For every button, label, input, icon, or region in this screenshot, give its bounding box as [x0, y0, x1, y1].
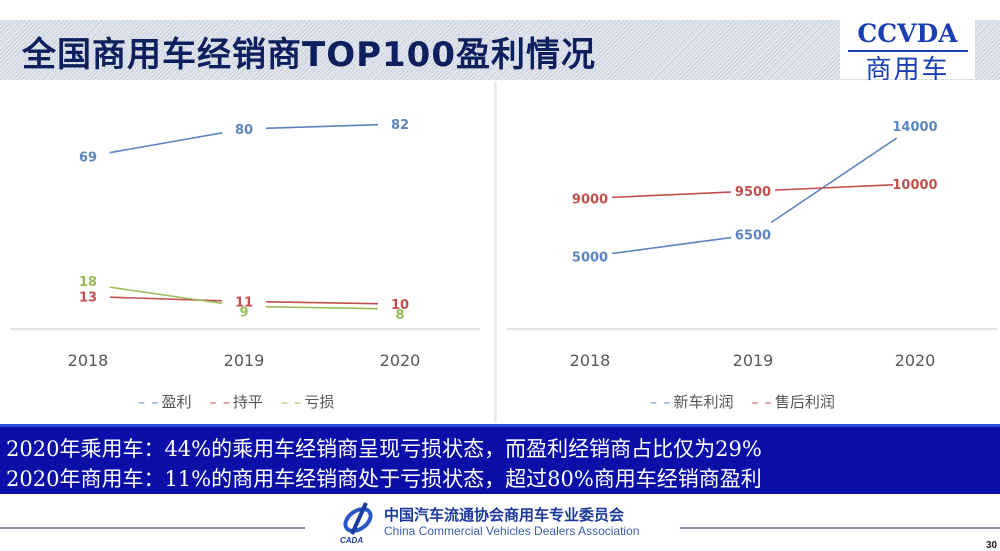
- footer-rule-right: [680, 527, 1000, 529]
- legend-swatch-icon: – –: [650, 395, 672, 411]
- legend-item: – – 亏损: [281, 391, 334, 412]
- data-label: 6500: [735, 229, 771, 244]
- series-line-亏损: [265, 306, 379, 310]
- data-label: 9500: [735, 185, 771, 200]
- data-label: 80: [235, 123, 253, 138]
- chart-profit-sources-svg: 2018 2019 2020 5000 6500 14000 9000 9500 10000: [507, 120, 997, 370]
- legend-profit-sources: – – 新车利润 – – 售后利润: [650, 391, 853, 412]
- x-tick-label: 2020: [895, 351, 936, 370]
- legend-label: 售后利润: [774, 393, 835, 411]
- x-tick-label: 2018: [570, 351, 611, 370]
- chart-divider: [494, 82, 497, 422]
- legend-swatch-icon: – –: [751, 395, 773, 411]
- footer-rule-left: [0, 527, 305, 529]
- series-line-持平: [265, 301, 379, 305]
- data-label: 11: [235, 296, 253, 311]
- data-label: 5000: [572, 250, 608, 265]
- logo-text-cn: 商用车: [865, 55, 950, 85]
- data-label: 18: [79, 275, 97, 290]
- series-line-盈利: [109, 132, 223, 154]
- data-label: 9000: [572, 192, 608, 207]
- x-tick-label: 2018: [68, 351, 109, 370]
- x-tick-label: 2019: [224, 351, 265, 370]
- cada-badge-text: CADA: [340, 536, 363, 545]
- chart-profit-sources: 2018 2019 2020 5000 6500 14000 9000 9500 10000: [497, 82, 1000, 382]
- summary-line-commercial: 2020年商用车：11%的商用车经销商处于亏损状态，超过80%商用车经销商盈利: [6, 467, 762, 491]
- summary-line-passenger: 2020年乘用车：44%的乘用车经销商呈现亏损状态，而盈利经销商占比仅为29%: [6, 437, 762, 461]
- legend-item: – – 新车利润: [650, 391, 733, 412]
- series-line-新车利润: [770, 137, 898, 224]
- cada-emblem-icon: CADA: [340, 502, 373, 545]
- legend-item: – – 持平: [209, 391, 262, 412]
- chart-dealer-profitability: 2018 2019 2020 69 80 82 13 11 10 18 9 8: [0, 82, 494, 382]
- legend-label: 盈利: [161, 393, 192, 411]
- footer-org-name-cn: 中国汽车流通协会商用车专业委员会: [384, 506, 625, 524]
- legend-label: 亏损: [304, 393, 335, 411]
- x-tick-label: 2020: [380, 351, 421, 370]
- legend-dealer-profitability: – – 盈利 – – 持平 – – 亏损: [138, 391, 352, 412]
- x-tick-label: 2019: [733, 351, 774, 370]
- series-line-盈利: [265, 123, 379, 130]
- title-bar: [0, 20, 1000, 80]
- legend-item: – – 盈利: [138, 391, 191, 412]
- page-title: 全国商用车经销商TOP100盈利情况: [22, 35, 596, 75]
- series-line-售后利润: [611, 191, 732, 199]
- logo-text-en: CCVDA: [857, 19, 958, 48]
- data-label: 10: [391, 298, 409, 313]
- data-label: 9: [239, 306, 248, 321]
- legend-swatch-icon: – –: [209, 395, 231, 411]
- logo-rule: [848, 50, 968, 52]
- ccvda-logo: CCVDA 商用车: [840, 17, 975, 85]
- footer-org-name-en: China Commercial Vehicles Dealers Associ…: [384, 524, 640, 538]
- data-label: 82: [391, 118, 409, 133]
- data-label: 14000: [892, 120, 937, 135]
- data-label: 8: [395, 308, 404, 323]
- data-label: 13: [79, 291, 97, 306]
- chart-dealer-profitability-svg: 2018 2019 2020 69 80 82 13 11 10 18 9 8: [10, 118, 480, 370]
- series-line-新车利润: [611, 236, 732, 255]
- legend-item: – – 售后利润: [751, 391, 834, 412]
- legend-label: 持平: [232, 393, 263, 411]
- legend-swatch-icon: – –: [138, 395, 160, 411]
- series-line-售后利润: [774, 184, 894, 191]
- page-number: 30: [986, 540, 998, 551]
- footer-association-logo: CADA 中国汽车流通协会商用车专业委员会 China Commercial V…: [336, 500, 646, 545]
- series-line-亏损: [109, 286, 223, 305]
- legend-label: 新车利润: [673, 393, 734, 411]
- summary-banner: 2020年乘用车：44%的乘用车经销商呈现亏损状态，而盈利经销商占比仅为29% …: [0, 424, 1000, 494]
- data-label: 69: [79, 151, 97, 166]
- data-label: 10000: [892, 178, 937, 193]
- legend-swatch-icon: – –: [280, 395, 303, 411]
